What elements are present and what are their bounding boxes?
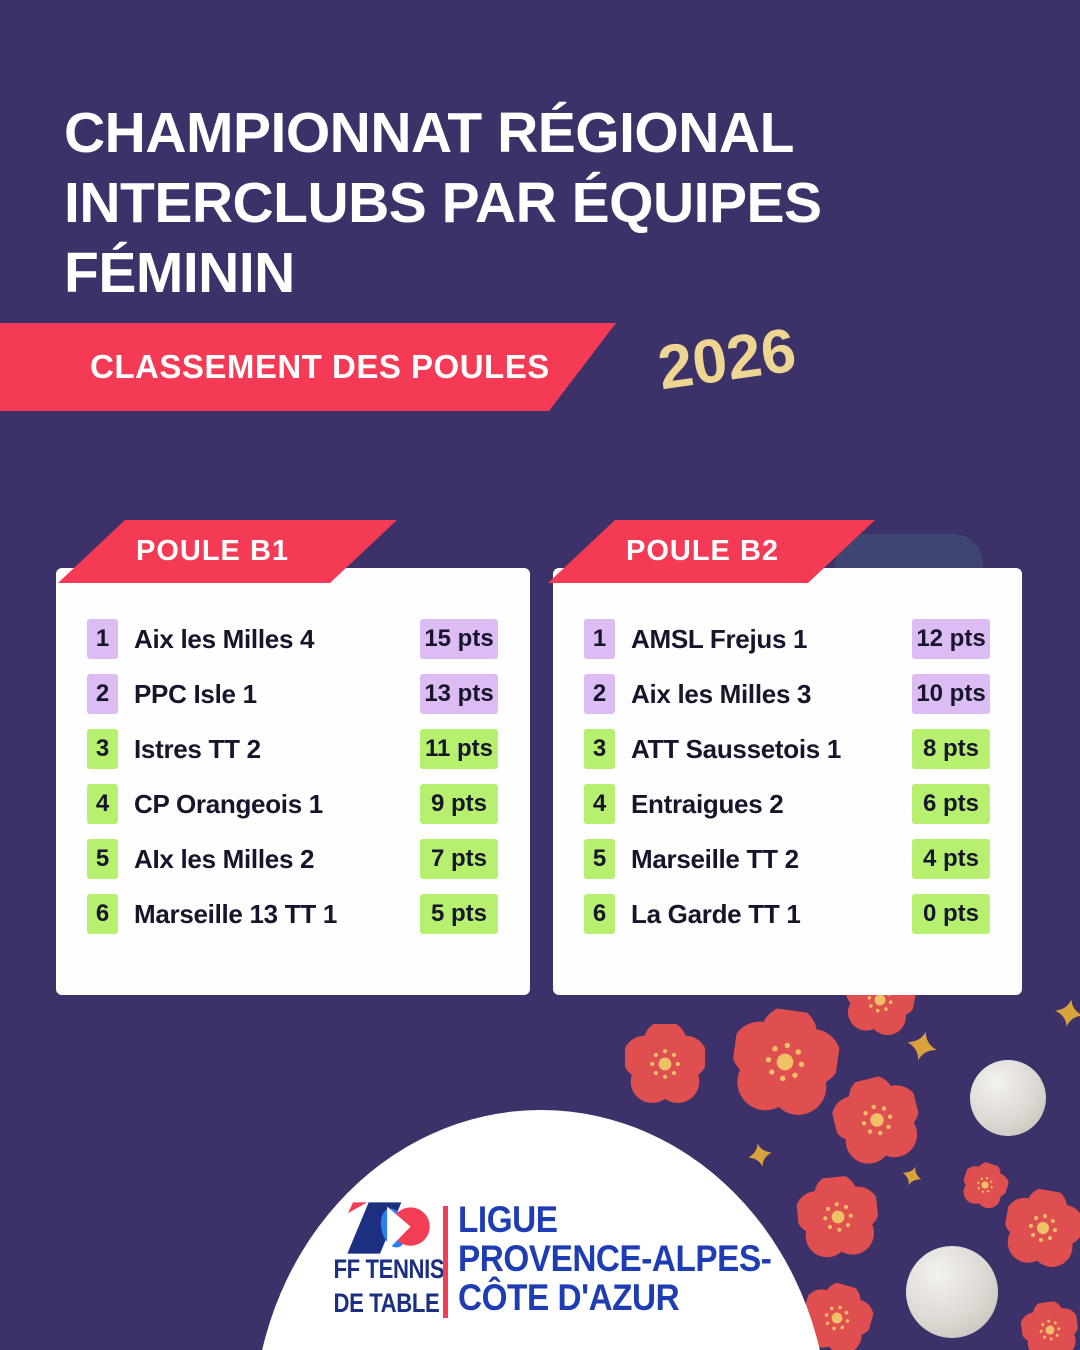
points-badge: 12 pts bbox=[912, 619, 990, 659]
table-row: 3 Istres TT 2 11 pts bbox=[56, 729, 530, 769]
fftt-logo-line-2: DE TABLE bbox=[333, 1288, 440, 1318]
table-row: 6 Marseille 13 TT 1 5 pts bbox=[56, 894, 530, 934]
rank-badge: 3 bbox=[87, 729, 118, 769]
ligue-name: LIGUE PROVENCE-ALPES- CÔTE D'AZUR bbox=[458, 1199, 772, 1318]
table-row: 2 PPC Isle 1 13 pts bbox=[56, 674, 530, 714]
table-row: 4 Entraigues 2 6 pts bbox=[553, 784, 1022, 824]
team-name: AIx les Milles 2 bbox=[134, 843, 315, 874]
points-badge: 9 pts bbox=[420, 784, 498, 824]
ligue-line-3: CÔTE D'AZUR bbox=[458, 1277, 680, 1318]
team-name: Istres TT 2 bbox=[134, 733, 261, 764]
team-name: Marseille TT 2 bbox=[631, 843, 799, 874]
ligue-line-1: LIGUE bbox=[458, 1199, 558, 1240]
points-badge: 13 pts bbox=[420, 674, 498, 714]
poule-b2-rows: 1 AMSL Frejus 1 12 pts 2 Aix les Milles … bbox=[553, 619, 1022, 934]
table-row: 1 Aix les Milles 4 15 pts bbox=[56, 619, 530, 659]
table-row: 2 Aix les Milles 3 10 pts bbox=[553, 674, 1022, 714]
flower-icon bbox=[794, 1173, 882, 1261]
poule-b2-card: 1 AMSL Frejus 1 12 pts 2 Aix les Milles … bbox=[553, 568, 1022, 995]
rank-badge: 4 bbox=[87, 784, 118, 824]
points-badge: 4 pts bbox=[912, 839, 990, 879]
flower-icon bbox=[625, 1024, 705, 1104]
rank-badge: 6 bbox=[584, 894, 615, 934]
logo-divider bbox=[443, 1206, 448, 1318]
flower-icon bbox=[726, 1003, 843, 1120]
title-line-2: INTERCLUBS PAR ÉQUIPES FÉMININ bbox=[64, 171, 822, 305]
team-name: Aix les Milles 3 bbox=[631, 678, 812, 709]
flower-icon bbox=[826, 1069, 928, 1171]
fftt-logo-line-1: FF TENNIS bbox=[333, 1254, 445, 1284]
flower-icon bbox=[1018, 1298, 1080, 1350]
table-row: 5 Marseille TT 2 4 pts bbox=[553, 839, 1022, 879]
table-row: 3 ATT Saussetois 1 8 pts bbox=[553, 729, 1022, 769]
sparkle-icon bbox=[899, 1163, 925, 1189]
points-badge: 8 pts bbox=[912, 729, 990, 769]
team-name: ATT Saussetois 1 bbox=[631, 733, 842, 764]
team-name: AMSL Frejus 1 bbox=[631, 623, 808, 654]
team-name: Aix les Milles 4 bbox=[134, 623, 315, 654]
ball-icon bbox=[970, 1060, 1046, 1136]
points-badge: 11 pts bbox=[420, 729, 498, 769]
table-row: 1 AMSL Frejus 1 12 pts bbox=[553, 619, 1022, 659]
points-badge: 5 pts bbox=[420, 894, 498, 934]
poule-b1-title: POULE B1 bbox=[136, 535, 290, 567]
table-row: 5 AIx les Milles 2 7 pts bbox=[56, 839, 530, 879]
points-badge: 7 pts bbox=[420, 839, 498, 879]
table-row: 6 La Garde TT 1 0 pts bbox=[553, 894, 1022, 934]
sparkle-icon bbox=[904, 1028, 941, 1065]
flower-icon bbox=[957, 1157, 1012, 1212]
ligue-line-2: PROVENCE-ALPES- bbox=[458, 1238, 772, 1279]
classement-ribbon-label: CLASSEMENT DES POULES bbox=[90, 348, 550, 385]
rank-badge: 5 bbox=[584, 839, 615, 879]
team-name: Entraigues 2 bbox=[631, 788, 784, 819]
classement-ribbon: CLASSEMENT DES POULES bbox=[0, 323, 616, 411]
team-name: PPC Isle 1 bbox=[134, 678, 257, 709]
sparkle-icon bbox=[1053, 997, 1080, 1029]
rank-badge: 6 bbox=[87, 894, 118, 934]
rank-badge: 4 bbox=[584, 784, 615, 824]
rank-badge: 2 bbox=[584, 674, 615, 714]
flower-icon bbox=[999, 1184, 1080, 1272]
team-name: CP Orangeois 1 bbox=[134, 788, 323, 819]
poule-b1-card: 1 Aix les Milles 4 15 pts 2 PPC Isle 1 1… bbox=[56, 568, 530, 995]
sparkle-icon bbox=[746, 1141, 774, 1169]
rank-badge: 3 bbox=[584, 729, 615, 769]
rank-badge: 1 bbox=[87, 619, 118, 659]
team-name: Marseille 13 TT 1 bbox=[134, 898, 338, 929]
points-badge: 6 pts bbox=[912, 784, 990, 824]
ball-icon bbox=[906, 1246, 998, 1338]
page-title: CHAMPIONNAT RÉGIONAL INTERCLUBS PAR ÉQUI… bbox=[64, 98, 1054, 308]
points-badge: 15 pts bbox=[420, 619, 498, 659]
fftt-logo-icon bbox=[338, 1201, 432, 1255]
year-label: 2026 bbox=[653, 315, 801, 404]
team-name: La Garde TT 1 bbox=[631, 898, 801, 929]
points-badge: 0 pts bbox=[912, 894, 990, 934]
rank-badge: 1 bbox=[584, 619, 615, 659]
poule-b1-banner: POULE B1 bbox=[58, 520, 397, 583]
rank-badge: 5 bbox=[87, 839, 118, 879]
poule-b2-title: POULE B2 bbox=[626, 535, 780, 567]
rank-badge: 2 bbox=[87, 674, 118, 714]
poule-b1-rows: 1 Aix les Milles 4 15 pts 2 PPC Isle 1 1… bbox=[56, 619, 530, 934]
table-row: 4 CP Orangeois 1 9 pts bbox=[56, 784, 530, 824]
title-line-1: CHAMPIONNAT RÉGIONAL bbox=[64, 101, 794, 165]
fftt-logo-text: FF TENNIS DE TABLE bbox=[333, 1252, 445, 1320]
points-badge: 10 pts bbox=[912, 674, 990, 714]
